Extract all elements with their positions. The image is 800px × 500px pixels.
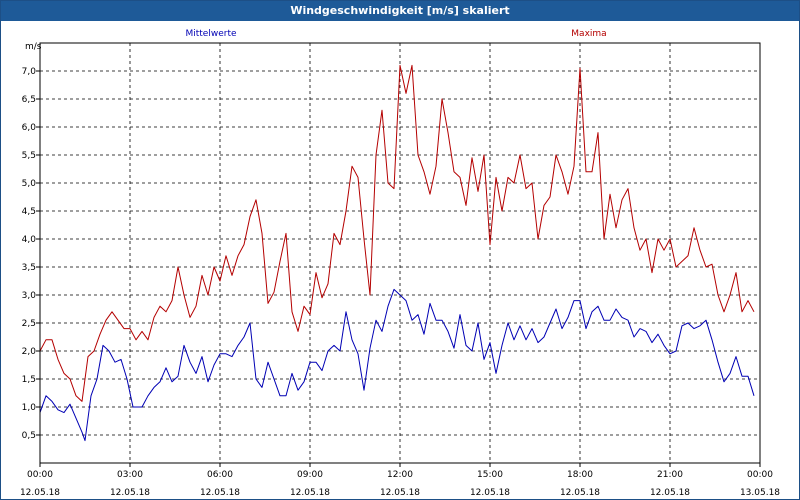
window-title: Windgeschwindigkeit [m/s] skaliert — [1, 1, 799, 21]
x-tick-date: 12.05.18 — [200, 488, 240, 498]
y-tick-label: 1,0 — [22, 403, 37, 413]
x-tick-date: 13.05.18 — [740, 488, 780, 498]
x-tick-date: 12.05.18 — [290, 488, 330, 498]
legend-mittelwerte: Mittelwerte — [185, 29, 236, 39]
x-tick-time: 06:00 — [207, 470, 233, 480]
y-tick-labels: 0,5 1,0 1,5 2,0 2,5 3,0 3,5 4,0 4,5 5,0 5,5 6,0 6,5 7… — [22, 67, 40, 441]
series-lines — [39, 64, 755, 442]
y-tick-label: 5,0 — [22, 179, 37, 189]
series-line-mittelwerte — [39, 288, 755, 442]
y-tick-label: 3,5 — [22, 263, 36, 273]
y-tick-label: 2,5 — [22, 319, 36, 329]
x-tick-time: 00:00 — [747, 470, 773, 480]
y-axis-label: m/s — [25, 42, 42, 52]
y-tick-label: 6,0 — [22, 123, 37, 133]
x-tick-time: 00:00 — [27, 470, 53, 480]
x-tick-time: 03:00 — [117, 470, 143, 480]
y-tick-label: 4,5 — [22, 207, 36, 217]
x-tick-date: 12.05.18 — [470, 488, 510, 498]
x-tick-date: 12.05.18 — [560, 488, 600, 498]
y-tick-label: 6,5 — [22, 95, 36, 105]
chart-grid — [40, 43, 760, 463]
x-tick-date: 12.05.18 — [380, 488, 420, 498]
x-tick-date: 12.05.18 — [20, 488, 60, 498]
x-tick-time: 18:00 — [567, 470, 593, 480]
x-tick-date: 12.05.18 — [110, 488, 150, 498]
x-tick-time: 09:00 — [297, 470, 323, 480]
y-tick-label: 0,5 — [22, 431, 36, 441]
y-tick-label: 3,0 — [22, 291, 37, 301]
x-tick-date: 12.05.18 — [650, 488, 690, 498]
x-tick-time: 21:00 — [657, 470, 683, 480]
y-tick-label: 1,5 — [22, 375, 36, 385]
y-tick-label: 2,0 — [22, 347, 37, 357]
plot-frame — [39, 42, 761, 464]
y-tick-label: 5,5 — [22, 151, 36, 161]
x-tick-time: 12:00 — [387, 470, 413, 480]
x-tick-time: 15:00 — [477, 470, 503, 480]
legend-maxima: Maxima — [571, 29, 606, 39]
x-tick-labels: 00:00 12.05.18 03:00 12.05.18 06:00 12.05.18 0… — [20, 463, 780, 498]
y-tick-label: 7,0 — [22, 67, 37, 77]
wind-speed-chart: Mittelwerte Maxima m/s 0,5 1,0 1,5 2,0 2,5 3,… — [20, 29, 780, 498]
series-line-maxima — [39, 64, 755, 402]
y-tick-label: 4,0 — [22, 235, 37, 245]
